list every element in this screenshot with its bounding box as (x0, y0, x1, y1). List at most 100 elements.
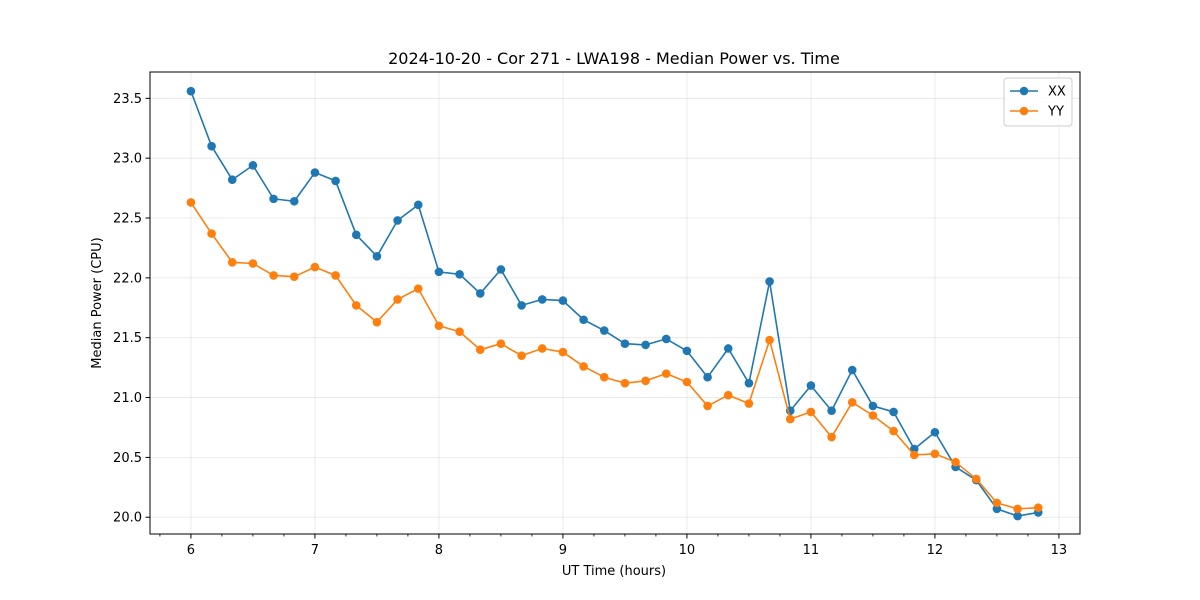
y-axis-label: Median Power (CPU) (90, 237, 105, 368)
series-yy-point (620, 378, 630, 388)
series-xx-point (248, 161, 258, 170)
series-xx-point (558, 296, 568, 305)
series-yy-point (413, 284, 423, 293)
series-xx-point (723, 344, 733, 353)
series-yy-point (248, 259, 258, 268)
series-xx-point (372, 252, 382, 261)
series-yy-point (269, 271, 278, 280)
legend-yy-label: YY (1047, 105, 1064, 120)
series-xx-point (331, 176, 340, 186)
series-yy-point (661, 369, 671, 378)
series-xx-point (579, 315, 588, 325)
series-yy-point (310, 262, 320, 272)
series-yy-point (496, 339, 506, 348)
series-xx-point (682, 346, 692, 356)
legend-item-xx: XX (1010, 85, 1066, 100)
series-xx-point (455, 269, 464, 279)
series-xx-point (537, 295, 547, 304)
series-xx-point (806, 381, 816, 390)
series-yy-point (393, 295, 402, 304)
series-xx-point (661, 334, 671, 344)
x-tick-label-6: 6 (187, 543, 195, 558)
series-xx-point (599, 326, 609, 335)
series-yy-point (806, 407, 816, 417)
x-tick-label-12: 12 (927, 543, 944, 558)
series-xx-point (889, 407, 898, 417)
legend-xx-label: XX (1048, 85, 1066, 100)
series-xx-point (909, 444, 919, 454)
series-yy-point (785, 414, 795, 424)
series-yy-point (351, 301, 361, 310)
y-tick-label-21.5: 21.5 (113, 331, 142, 346)
legend-item-yy: YY (1010, 105, 1064, 120)
chart-title: 2024-10-20 - Cor 271 - LWA198 - Median P… (388, 49, 840, 68)
legend: XX YY (1003, 77, 1073, 127)
series-xx-point (310, 168, 320, 177)
series-yy-point (909, 450, 919, 460)
x-tick-label-7: 7 (311, 543, 319, 558)
series-xx-point (289, 196, 299, 206)
series-xx-point (641, 340, 650, 350)
series-xx-point (496, 265, 506, 274)
series-yy-point (930, 449, 940, 459)
y-tick-label-20.0: 20.0 (113, 511, 142, 526)
series-yy-point (1013, 504, 1022, 514)
series-xx-point (517, 301, 526, 310)
series-yy-point (744, 399, 754, 408)
grid (150, 72, 1080, 534)
series-yy-point (558, 347, 568, 357)
y-tick-label-22.0: 22.0 (113, 271, 142, 286)
series-yy-point (537, 344, 547, 353)
series-xx-point (744, 378, 754, 388)
series-yy-point (599, 372, 609, 382)
x-tick-label-13: 13 (1051, 543, 1068, 558)
series-xx-point (475, 289, 485, 298)
series-xx-point (186, 86, 196, 96)
series-xx-point (207, 141, 216, 151)
series-xx-point (434, 267, 444, 277)
series-xx-point (992, 504, 1002, 514)
series-xx-point (930, 427, 940, 437)
series-yy-point (455, 327, 464, 337)
legend-xx-marker (1019, 86, 1029, 96)
series-yy (186, 198, 1043, 514)
series-yy-point (723, 390, 733, 400)
series-yy-point (517, 351, 526, 360)
series-xx-point (620, 339, 630, 348)
series-xx-point (847, 365, 857, 375)
series-yy-point (475, 345, 485, 354)
series-layer (186, 86, 1043, 521)
series-yy-point (372, 317, 382, 327)
axes: 6 7 8 9 10 11 12 13 20.0 20.5 21.0 21.5 22.0 22.5 23.0… (113, 71, 1081, 558)
series-yy-point (992, 498, 1002, 508)
series-yy-point (331, 271, 340, 280)
series-yy-point (682, 377, 692, 387)
series-yy-point (207, 229, 216, 238)
series-xx-point (269, 194, 278, 204)
series-xx-point (765, 277, 774, 286)
y-tick-label-23.5: 23.5 (113, 92, 142, 107)
x-tick-label-11: 11 (803, 543, 820, 558)
legend-yy-marker (1019, 106, 1029, 116)
series-yy-point (641, 376, 650, 386)
y-tick-label-20.5: 20.5 (113, 451, 142, 466)
y-tick-label-22.5: 22.5 (113, 212, 142, 227)
plot-frame (149, 71, 1081, 535)
series-xx-point (227, 175, 237, 185)
series-xx-point (703, 372, 712, 382)
series-yy-point (434, 321, 444, 331)
series-xx-point (827, 406, 836, 416)
series-yy-point (186, 198, 196, 207)
series-yy-point (951, 457, 960, 467)
x-tick-label-9: 9 (559, 543, 567, 558)
series-xx-point (351, 230, 361, 240)
series-yy-point (703, 401, 712, 411)
series-xx-point (868, 401, 878, 411)
y-tick-label-21.0: 21.0 (113, 391, 142, 406)
series-yy-point (765, 335, 774, 345)
series-yy-point (827, 432, 836, 442)
series-xx-point (413, 200, 423, 210)
series-yy-point (889, 426, 898, 436)
x-tick-label-8: 8 (435, 543, 443, 558)
